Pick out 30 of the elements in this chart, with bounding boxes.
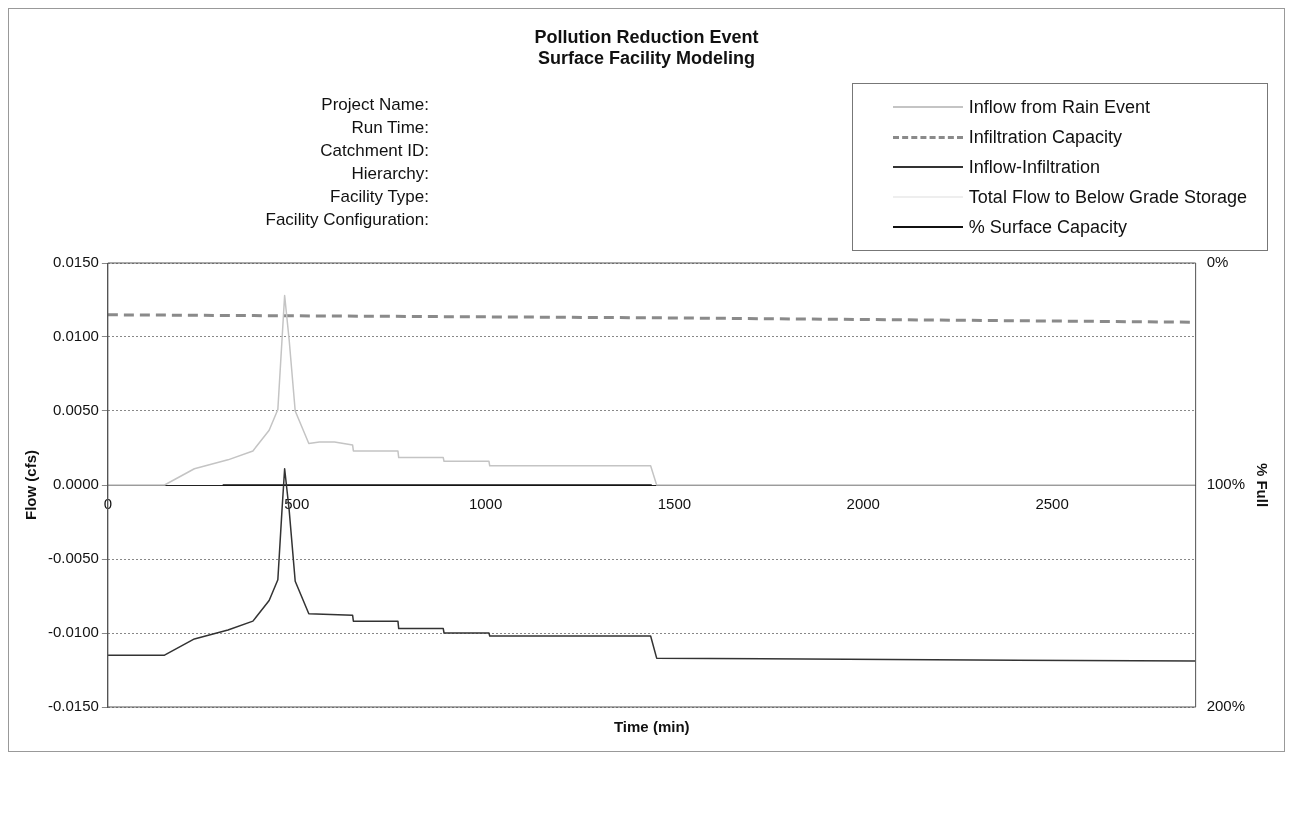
text: Facility Configuration:: [264, 209, 429, 231]
text: Hierarchy:: [350, 163, 429, 185]
legend-label: Inflow-Infiltration: [968, 156, 1100, 178]
y2-axis-title: % Full: [1253, 462, 1271, 508]
y-tick-label: 0.0000: [52, 475, 99, 493]
text: Project Name:: [320, 94, 429, 116]
y-tick-label: -0.0150: [48, 697, 99, 715]
y-tick-label: 0.0050: [52, 401, 99, 419]
text: Catchment ID:: [319, 140, 429, 162]
legend-label: Inflow from Rain Event: [968, 96, 1150, 118]
y-tick-label: -0.0050: [48, 549, 99, 567]
text: Run Time:: [350, 117, 429, 139]
y2-tick-label: 0%: [1206, 253, 1229, 271]
text: Facility Type:: [329, 186, 429, 208]
y-axis-title: Flow (cfs): [22, 450, 40, 520]
legend-label: % Surface Capacity: [968, 216, 1127, 238]
y-tick-label: -0.0100: [48, 623, 99, 641]
chart-title: Pollution Reduction Event: [533, 27, 760, 48]
y-tick-label: 0.0100: [52, 327, 99, 345]
chart-subtitle: Surface Facility Modeling: [536, 48, 756, 69]
y-tick-label: 0.0150: [52, 253, 99, 271]
y2-tick-label: 200%: [1206, 697, 1246, 715]
legend-label: Infiltration Capacity: [968, 126, 1122, 148]
legend-label: Total Flow to Below Grade Storage: [968, 186, 1247, 208]
y2-tick-label: 100%: [1206, 475, 1246, 493]
x-axis-title: Time (min): [613, 718, 690, 736]
x-tick-label: 1500: [657, 495, 692, 513]
x-tick-label: 2500: [1035, 495, 1069, 513]
x-tick-label: 2000: [846, 495, 880, 513]
x-tick-label: 1000: [468, 495, 503, 513]
